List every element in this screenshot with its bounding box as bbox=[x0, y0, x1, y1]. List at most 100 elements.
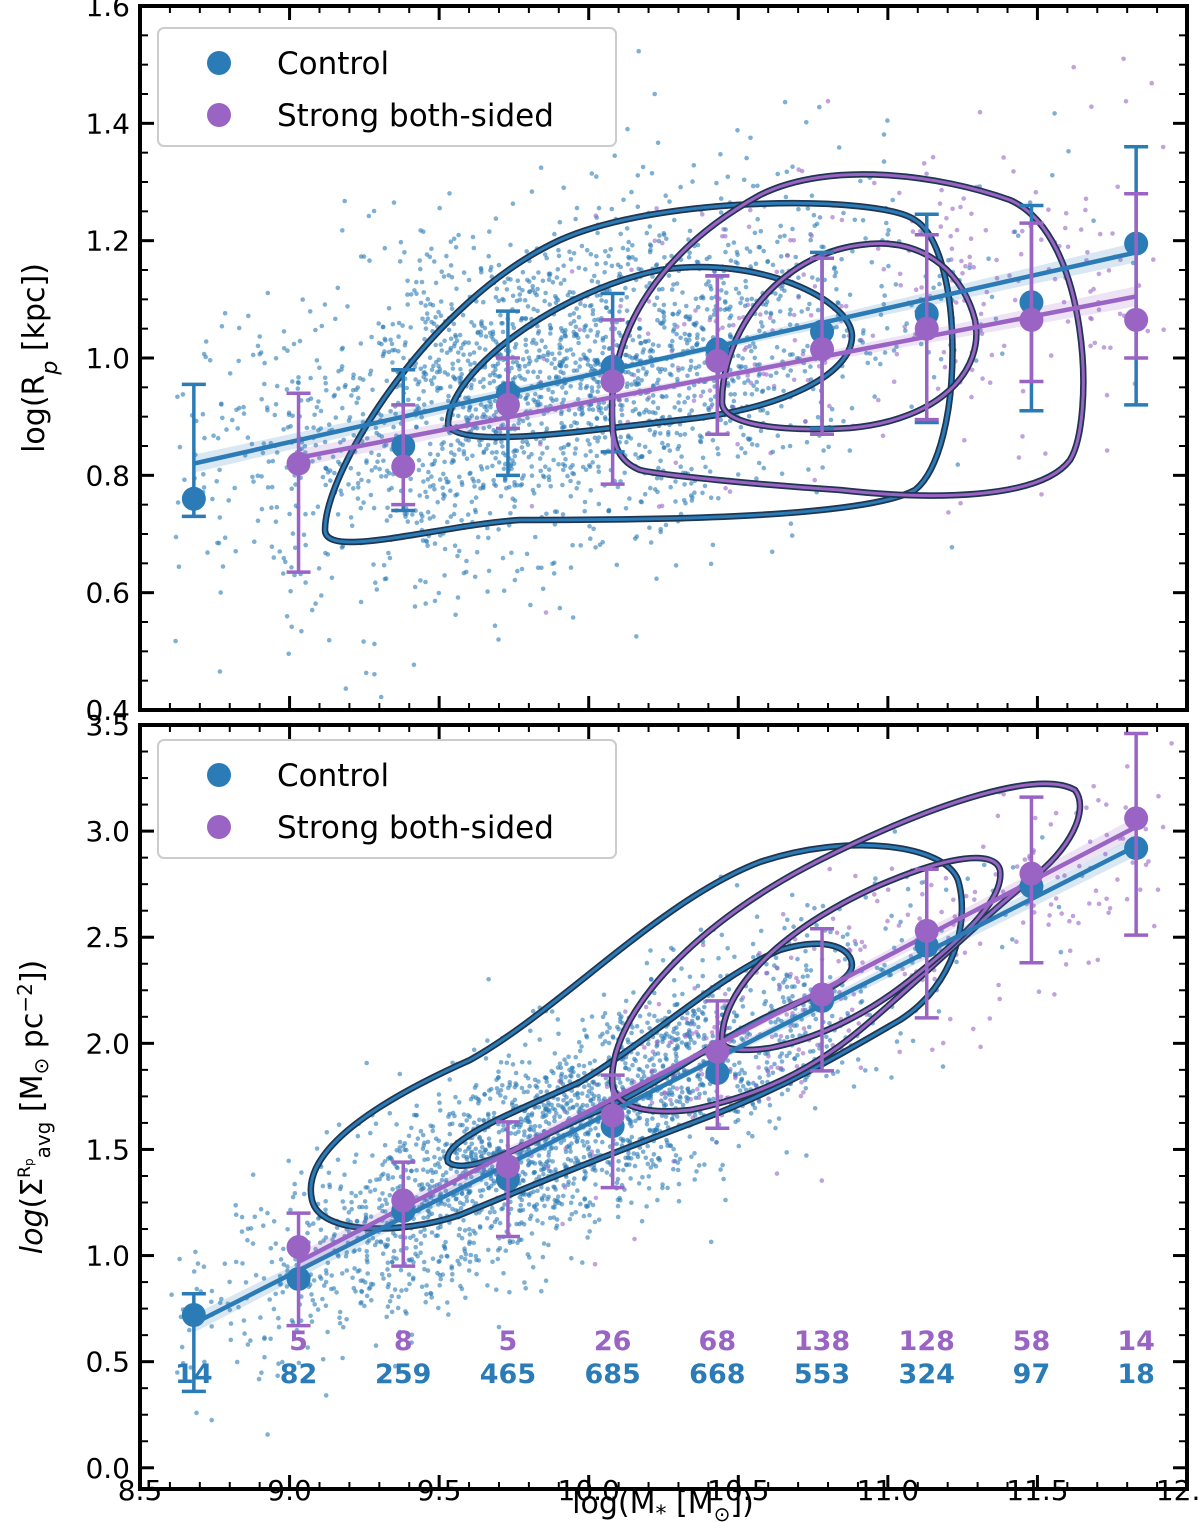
scatter-point bbox=[484, 1216, 490, 1221]
scatter-point bbox=[450, 457, 456, 463]
scatter-point bbox=[323, 380, 329, 386]
scatter-point bbox=[418, 1241, 424, 1246]
scatter-point bbox=[997, 996, 1002, 1002]
scatter-point bbox=[662, 1033, 668, 1038]
scatter-point bbox=[452, 543, 458, 548]
scatter-point bbox=[371, 562, 376, 567]
scatter-point bbox=[764, 1060, 770, 1065]
scatter-point bbox=[546, 1149, 552, 1155]
scatter-point bbox=[749, 296, 755, 302]
scatter-point bbox=[538, 468, 543, 474]
scatter-point bbox=[460, 312, 466, 318]
scatter-point bbox=[435, 499, 441, 505]
scatter-point bbox=[320, 1183, 326, 1189]
scatter-point bbox=[473, 495, 479, 500]
scatter-point bbox=[285, 425, 291, 430]
scatter-point bbox=[666, 273, 672, 278]
scatter-point bbox=[530, 1264, 536, 1270]
scatter-point bbox=[304, 425, 310, 431]
scatter-point bbox=[305, 1230, 310, 1236]
scatter-point bbox=[380, 1251, 386, 1256]
scatter-point bbox=[743, 284, 749, 290]
scatter-point bbox=[420, 1146, 426, 1151]
scatter-point bbox=[574, 306, 579, 311]
scatter-point bbox=[446, 1203, 452, 1208]
scatter-point bbox=[719, 932, 725, 938]
scatter-point bbox=[840, 934, 846, 940]
scatter-point bbox=[642, 444, 648, 450]
scatter-point bbox=[422, 1157, 427, 1162]
scatter-point bbox=[315, 504, 321, 510]
scatter-point bbox=[734, 249, 740, 255]
scatter-point bbox=[652, 1013, 657, 1019]
scatter-point bbox=[882, 962, 887, 968]
scatter-point bbox=[535, 286, 540, 292]
scatter-point bbox=[798, 1093, 804, 1099]
scatter-point bbox=[682, 432, 688, 437]
scatter-point bbox=[596, 401, 602, 406]
scatter-point bbox=[654, 576, 659, 581]
scatter-point bbox=[678, 432, 683, 438]
scatter-point bbox=[708, 495, 714, 501]
scatter-point bbox=[1056, 904, 1062, 910]
scatter-point bbox=[1096, 798, 1101, 803]
scatter-point bbox=[455, 1258, 461, 1264]
scatter-point bbox=[567, 1145, 573, 1150]
scatter-point bbox=[815, 277, 821, 282]
scatter-point bbox=[275, 1373, 281, 1379]
scatter-point bbox=[617, 271, 622, 277]
scatter-point bbox=[486, 1136, 492, 1141]
scatter-point bbox=[1018, 251, 1024, 257]
scatter-point bbox=[763, 999, 769, 1004]
scatter-point bbox=[243, 1280, 249, 1285]
scatter-point bbox=[500, 329, 506, 335]
scatter-point bbox=[1077, 863, 1082, 869]
scatter-point bbox=[431, 514, 436, 519]
scatter-point bbox=[435, 1161, 441, 1166]
scatter-point bbox=[1011, 169, 1016, 174]
scatter-point bbox=[710, 1033, 716, 1039]
scatter-point bbox=[453, 1094, 458, 1100]
scatter-point bbox=[509, 365, 514, 371]
scatter-point bbox=[870, 333, 876, 339]
scatter-point bbox=[357, 1247, 362, 1252]
scatter-point bbox=[903, 328, 908, 333]
scatter-point bbox=[414, 291, 419, 297]
scatter-point bbox=[373, 580, 378, 585]
scatter-point bbox=[828, 929, 833, 935]
scatter-point bbox=[593, 322, 599, 328]
scatter-point bbox=[464, 1126, 470, 1132]
scatter-point bbox=[829, 1013, 835, 1019]
scatter-point bbox=[603, 406, 609, 411]
scatter-point bbox=[752, 344, 758, 350]
scatter-point bbox=[880, 433, 886, 439]
scatter-point bbox=[872, 394, 877, 399]
scatter-point bbox=[252, 539, 257, 544]
scatter-point bbox=[641, 366, 646, 371]
scatter-point bbox=[217, 1300, 223, 1306]
scatter-point bbox=[674, 1114, 680, 1119]
scatter-point bbox=[582, 1070, 587, 1076]
scatter-point bbox=[482, 404, 487, 410]
scatter-point bbox=[1093, 888, 1099, 893]
scatter-point bbox=[724, 290, 729, 296]
scatter-point bbox=[404, 1287, 409, 1293]
scatter-point bbox=[808, 313, 814, 318]
scatter-point bbox=[547, 375, 552, 380]
scatter-point bbox=[596, 464, 601, 470]
scatter-point bbox=[380, 353, 386, 359]
scatter-point bbox=[618, 1197, 623, 1203]
scatter-point bbox=[646, 1095, 651, 1101]
scatter-point bbox=[587, 524, 592, 529]
scatter-point bbox=[555, 267, 561, 272]
scatter-point bbox=[515, 278, 521, 284]
scatter-point bbox=[457, 1226, 463, 1232]
scatter-point bbox=[708, 314, 713, 320]
scatter-point bbox=[554, 275, 560, 280]
scatter-point bbox=[477, 1117, 482, 1123]
scatter-point bbox=[595, 438, 600, 444]
scatter-point bbox=[624, 384, 630, 390]
scatter-point bbox=[796, 167, 801, 172]
scatter-point bbox=[787, 352, 793, 358]
scatter-point bbox=[389, 341, 395, 347]
